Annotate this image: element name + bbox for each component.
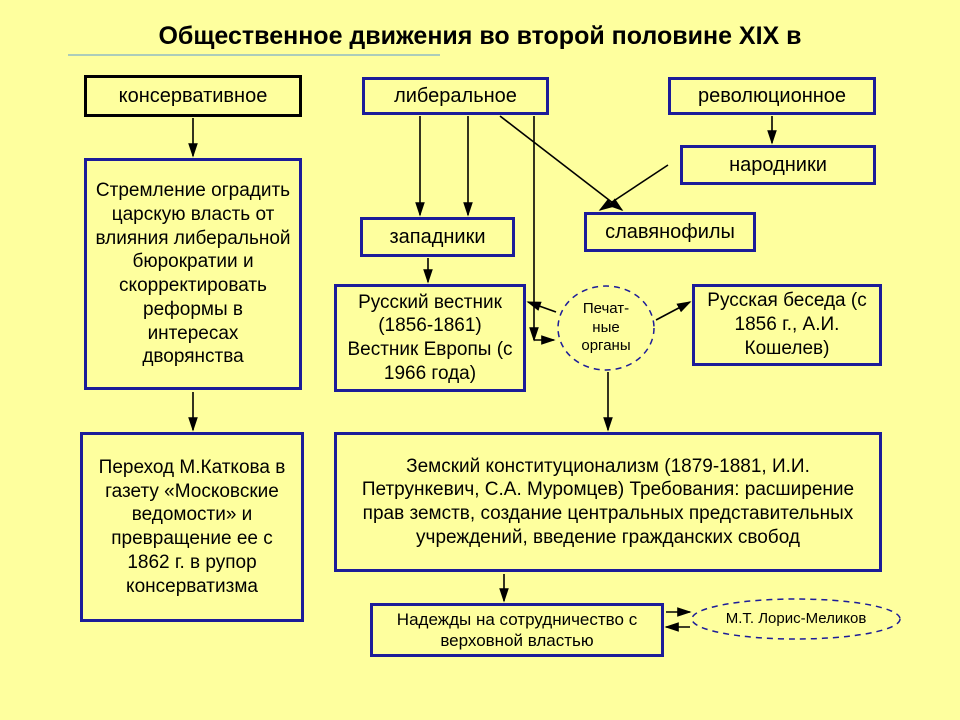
box-rus-vestnik: Русский вестник (1856-1861) Вестник Евро… bbox=[334, 284, 526, 392]
box-rus-beseda: Русская беседа (с 1856 г., А.И. Кошелев) bbox=[692, 284, 882, 366]
box-cons-desc: Стремление оградить царскую власть от вл… bbox=[84, 158, 302, 390]
box-hopes: Надежды на сотрудничество с верховной вл… bbox=[370, 603, 664, 657]
ellipse-press-label: Печат- ные органы bbox=[558, 286, 654, 370]
box-katkov: Переход М.Каткова в газету «Московские в… bbox=[80, 432, 304, 622]
box-zemstvo: Земский конституционализм (1879-1881, И.… bbox=[334, 432, 882, 572]
box-liberal: либеральное bbox=[362, 77, 549, 115]
box-narodniki: народники bbox=[680, 145, 876, 185]
box-westerners: западники bbox=[360, 217, 515, 257]
box-revolutionary: революционное bbox=[668, 77, 876, 115]
ellipse-loris-label: М.Т. Лорис-Меликов bbox=[692, 599, 900, 639]
box-conservative: консервативное bbox=[84, 75, 302, 117]
box-slavophiles: славянофилы bbox=[584, 212, 756, 252]
diagram-title: Общественное движения во второй половине… bbox=[68, 22, 892, 51]
